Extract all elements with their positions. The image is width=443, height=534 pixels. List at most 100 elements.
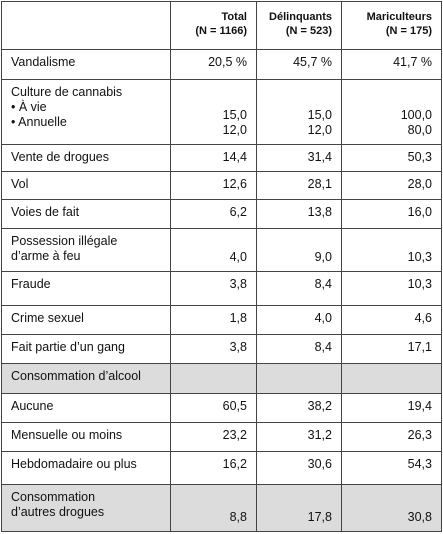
value-cell: 100,0 80,0 bbox=[341, 79, 442, 145]
value-line: 10,3 bbox=[407, 250, 432, 264]
value-line: 14,4 bbox=[222, 150, 247, 164]
value-cell: 12,6 bbox=[170, 171, 257, 200]
row-label: Hebdomadaire ou plus bbox=[1, 451, 171, 485]
value-line: 1,8 bbox=[229, 311, 247, 325]
table-row: Possession illégale d’arme à feu 4,0 9,0 10,… bbox=[1, 228, 442, 272]
row-label: Consommation d’alcool bbox=[1, 363, 171, 394]
value-line: 80,0 bbox=[407, 123, 432, 137]
label-line: Mensuelle ou moins bbox=[11, 428, 123, 442]
value-cell: 28,0 bbox=[341, 171, 442, 200]
label-line: Aucune bbox=[11, 399, 54, 413]
value-line: 3,8 bbox=[229, 340, 247, 354]
table-row: Mensuelle ou moins 23,2 31,2 26,3 bbox=[1, 422, 442, 452]
row-label: Crime sexuel bbox=[1, 305, 171, 335]
value-line: 15,0 bbox=[222, 108, 247, 122]
value-cell: 8,4 bbox=[256, 334, 342, 364]
value-line: 6,2 bbox=[229, 205, 247, 219]
label-line: Culture de cannabis bbox=[11, 85, 123, 99]
column-header: Mariculteurs (N = 175) bbox=[341, 1, 442, 50]
value-cell bbox=[170, 363, 257, 394]
value-cell: 15,0 12,0 bbox=[256, 79, 342, 145]
value-line: 12,6 bbox=[222, 177, 247, 191]
table-row: Fraude 3,8 8,4 10,3 bbox=[1, 271, 442, 306]
row-label: Culture de cannabis • À vie • Annuelle bbox=[1, 79, 171, 145]
value-line: 16,2 bbox=[222, 457, 247, 471]
value-line: 13,8 bbox=[307, 205, 332, 219]
label-line: d’autres drogues bbox=[11, 505, 105, 519]
value-cell: 3,8 bbox=[170, 271, 257, 306]
value-line: 50,3 bbox=[407, 150, 432, 164]
header-row: Total (N = 1166) Délinquants (N = 523) Maric… bbox=[1, 1, 442, 50]
value-line: 3,8 bbox=[229, 277, 247, 291]
value-line: 31,4 bbox=[307, 150, 332, 164]
value-cell: 16,2 bbox=[170, 451, 257, 485]
value-cell: 3,8 bbox=[170, 334, 257, 364]
value-cell bbox=[256, 363, 342, 394]
value-cell: 14,4 bbox=[170, 144, 257, 172]
value-cell: 13,8 bbox=[256, 199, 342, 229]
value-cell: 17,8 bbox=[256, 484, 342, 532]
label-line: Hebdomadaire ou plus bbox=[11, 457, 137, 471]
header-line: (N = 1166) bbox=[195, 25, 247, 37]
value-line: 19,4 bbox=[407, 399, 432, 413]
label-line: Consommation bbox=[11, 490, 96, 504]
value-line: 15,0 bbox=[307, 108, 332, 122]
header-line: Délinquants bbox=[269, 11, 332, 23]
table-row: Vandalisme 20,5 % 45,7 % 41,7 % bbox=[1, 49, 442, 80]
value-cell: 17,1 bbox=[341, 334, 442, 364]
value-line: 100,0 bbox=[400, 108, 432, 122]
label-line: Vente de drogues bbox=[11, 150, 109, 164]
value-cell: 50,3 bbox=[341, 144, 442, 172]
value-cell: 4,6 bbox=[341, 305, 442, 335]
value-cell: 54,3 bbox=[341, 451, 442, 485]
row-label: Mensuelle ou moins bbox=[1, 422, 171, 452]
value-cell: 31,4 bbox=[256, 144, 342, 172]
value-cell: 10,3 bbox=[341, 228, 442, 272]
value-cell: 45,7 % bbox=[256, 49, 342, 80]
value-cell: 16,0 bbox=[341, 199, 442, 229]
value-line: 54,3 bbox=[407, 457, 432, 471]
label-line: Crime sexuel bbox=[11, 311, 84, 325]
value-line: 17,8 bbox=[307, 510, 332, 524]
table-row: Vol 12,6 28,1 28,0 bbox=[1, 171, 442, 200]
value-line: 28,1 bbox=[307, 177, 332, 191]
table-row: Consommation d’alcool bbox=[1, 363, 442, 394]
value-line: 45,7 % bbox=[293, 55, 332, 69]
header-line: (N = 523) bbox=[285, 25, 332, 37]
value-line: 4,6 bbox=[414, 311, 432, 325]
value-cell: 38,2 bbox=[256, 393, 342, 423]
value-line: 9,0 bbox=[314, 250, 332, 264]
value-line: 30,6 bbox=[307, 457, 332, 471]
row-label: Consommation d’autres drogues bbox=[1, 484, 171, 532]
value-cell: 6,2 bbox=[170, 199, 257, 229]
value-cell: 9,0 bbox=[256, 228, 342, 272]
value-cell: 4,0 bbox=[256, 305, 342, 335]
value-line: 8,8 bbox=[229, 510, 247, 524]
value-line: 38,2 bbox=[307, 399, 332, 413]
value-cell: 8,4 bbox=[256, 271, 342, 306]
value-cell: 8,8 bbox=[170, 484, 257, 532]
column-header: Délinquants (N = 523) bbox=[256, 1, 342, 50]
column-header bbox=[1, 1, 171, 50]
label-line: Fraude bbox=[11, 277, 51, 291]
value-cell: 23,2 bbox=[170, 422, 257, 452]
table-row: Consommation d’autres drogues 8,8 17,8 30,8 bbox=[1, 484, 442, 532]
value-line: 28,0 bbox=[407, 177, 432, 191]
value-line: 12,0 bbox=[222, 123, 247, 137]
value-line: 8,4 bbox=[314, 277, 332, 291]
value-line: 23,2 bbox=[222, 428, 247, 442]
table-row: Vente de drogues 14,4 31,4 50,3 bbox=[1, 144, 442, 172]
value-cell bbox=[341, 363, 442, 394]
value-cell: 41,7 % bbox=[341, 49, 442, 80]
row-label: Aucune bbox=[1, 393, 171, 423]
label-line: Vandalisme bbox=[11, 55, 76, 69]
table-row: Crime sexuel 1,8 4,0 4,6 bbox=[1, 305, 442, 335]
value-cell: 19,4 bbox=[341, 393, 442, 423]
value-line: 12,0 bbox=[307, 123, 332, 137]
value-line: 30,8 bbox=[407, 510, 432, 524]
header-line: (N = 175) bbox=[385, 25, 432, 37]
column-header: Total (N = 1166) bbox=[170, 1, 257, 50]
label-line: Voies de fait bbox=[11, 205, 80, 219]
value-line: 26,3 bbox=[407, 428, 432, 442]
